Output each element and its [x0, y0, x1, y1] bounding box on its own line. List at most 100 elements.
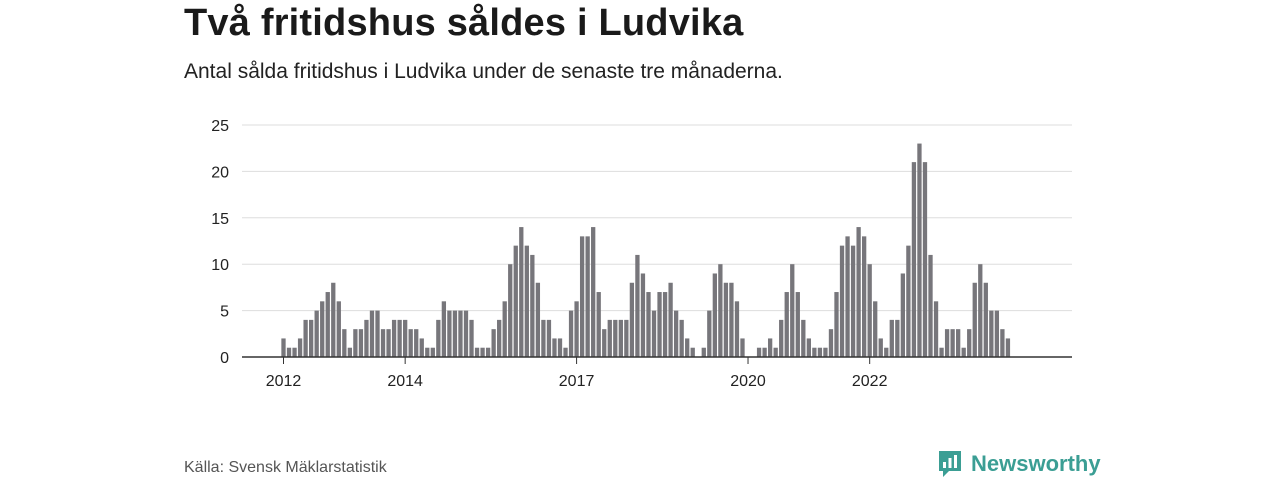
bar [386, 329, 391, 357]
bar [397, 319, 402, 357]
bar [497, 319, 502, 357]
bar [956, 329, 961, 357]
bar [729, 282, 734, 357]
x-tick-label: 2014 [387, 373, 423, 390]
bar [463, 310, 469, 357]
bar [480, 347, 485, 357]
bar [596, 292, 601, 357]
bar [403, 319, 408, 357]
bar [900, 273, 906, 357]
bar [563, 347, 568, 357]
bar [673, 310, 679, 357]
bar [906, 245, 911, 357]
bar [911, 162, 917, 357]
bar [430, 347, 435, 357]
bar [817, 347, 823, 357]
bar [535, 282, 541, 357]
bar [635, 254, 640, 357]
bar [579, 236, 585, 357]
bar [762, 347, 767, 357]
data-label: 2 [1025, 0, 1035, 4]
bar [613, 319, 618, 357]
chart-title: Två fritidshus såldes i Ludvika [184, 2, 744, 44]
bar [452, 310, 458, 357]
bar [950, 329, 955, 357]
bar [795, 292, 800, 357]
bar [994, 310, 1000, 357]
bar [568, 310, 574, 357]
bar [895, 319, 900, 357]
bar [834, 292, 839, 357]
bar [469, 319, 474, 357]
bar [557, 338, 563, 357]
bar [419, 338, 424, 357]
bar [944, 329, 950, 357]
bar [286, 347, 292, 357]
bar [474, 347, 480, 357]
bar [1005, 338, 1011, 357]
bar [502, 301, 507, 357]
y-tick-label: 0 [220, 350, 229, 367]
bar [867, 264, 872, 357]
bar [850, 245, 856, 357]
bar [873, 301, 878, 357]
gridlines [242, 124, 1072, 312]
y-tick-label: 25 [211, 118, 229, 135]
bar [878, 338, 883, 357]
bar [723, 282, 729, 357]
bar [574, 301, 579, 357]
bar [790, 264, 795, 357]
bar [989, 310, 994, 357]
bar [801, 319, 806, 357]
bar [629, 282, 635, 357]
bars [281, 143, 1011, 357]
bar [784, 292, 789, 357]
bar [922, 162, 928, 357]
brand-name: Newsworthy [971, 451, 1101, 476]
x-tick-label: 2017 [559, 373, 595, 390]
x-tick-label: 2020 [730, 373, 766, 390]
bar [297, 338, 303, 357]
bar [530, 254, 535, 357]
bar [375, 310, 380, 357]
bar [292, 347, 297, 357]
y-tick-label: 5 [220, 304, 229, 321]
bar [380, 329, 386, 357]
bar [657, 292, 662, 357]
bar [685, 338, 690, 357]
bar [303, 319, 308, 357]
bar [369, 310, 375, 357]
bar [823, 347, 828, 357]
bar [773, 347, 778, 357]
bar [718, 264, 723, 357]
bar [690, 347, 695, 357]
bar [602, 329, 607, 357]
bar [884, 347, 889, 357]
bar [425, 347, 430, 357]
bar [414, 329, 419, 357]
bar [806, 338, 811, 357]
bar [756, 347, 762, 357]
y-tick-label: 15 [211, 211, 229, 228]
bar [856, 227, 861, 357]
bar [541, 319, 546, 357]
bar [552, 338, 557, 357]
bar [624, 319, 629, 357]
bar [651, 310, 657, 357]
bar [967, 329, 972, 357]
bar [441, 301, 447, 357]
bar [408, 329, 413, 357]
bar [978, 264, 983, 357]
bar [889, 319, 894, 357]
bar [607, 319, 612, 357]
x-tick-label: 2022 [852, 373, 888, 390]
bar [640, 273, 646, 357]
bar [591, 227, 596, 357]
bar [524, 245, 529, 357]
bar [972, 282, 977, 357]
bar [342, 329, 347, 357]
bar [513, 245, 518, 357]
bar [839, 245, 845, 357]
bar [491, 329, 496, 357]
